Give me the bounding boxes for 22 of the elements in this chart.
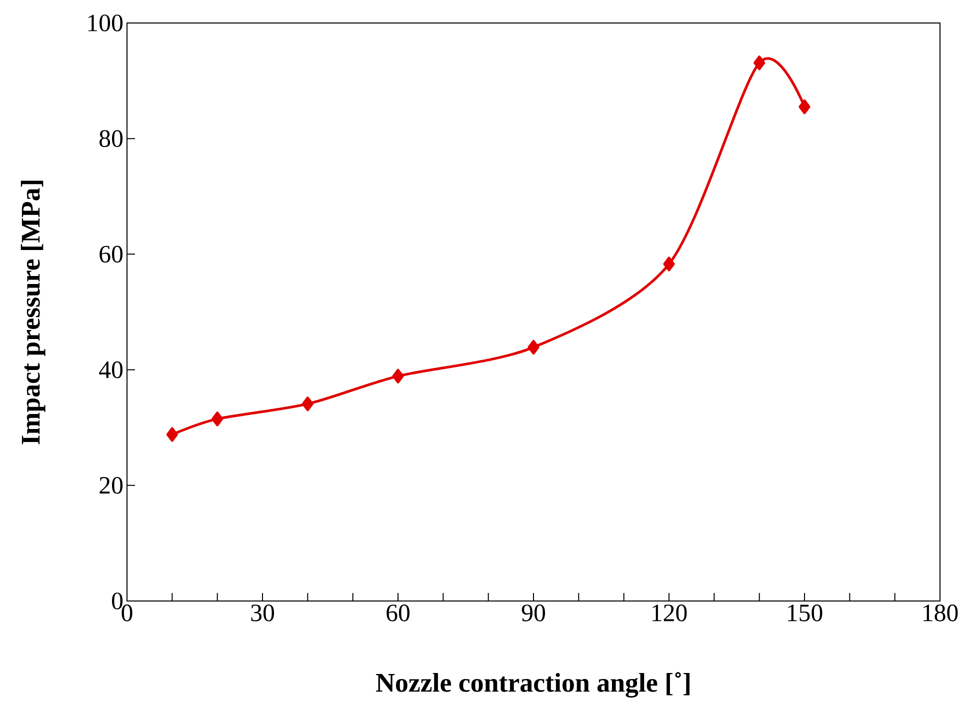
point xyxy=(302,396,314,412)
point xyxy=(798,99,810,114)
point xyxy=(754,56,766,70)
y-tick-label: 80 xyxy=(100,130,123,147)
y-axis-title: Impact pressure [MPa] xyxy=(20,180,46,444)
x-axis-title: Nozzle contraction angle [˚] xyxy=(376,672,690,698)
x-tick-label: 150 xyxy=(788,604,822,622)
y-tick-label: 40 xyxy=(99,361,123,378)
y-tick-label: 60 xyxy=(100,246,123,263)
y-tick-label: 100 xyxy=(88,14,123,32)
point xyxy=(528,340,540,355)
x-tick-label: 60 xyxy=(386,604,410,622)
x-tick-label: 90 xyxy=(522,604,546,622)
y-tick-label: 0 xyxy=(112,592,123,610)
point xyxy=(663,256,675,272)
x-tick-label: 120 xyxy=(652,604,687,622)
point xyxy=(212,412,224,426)
point xyxy=(392,368,404,384)
y-tick-label: 20 xyxy=(100,476,123,494)
x-tick-label: 180 xyxy=(924,604,958,622)
point xyxy=(166,427,178,442)
x-tick-label: 30 xyxy=(251,604,274,622)
